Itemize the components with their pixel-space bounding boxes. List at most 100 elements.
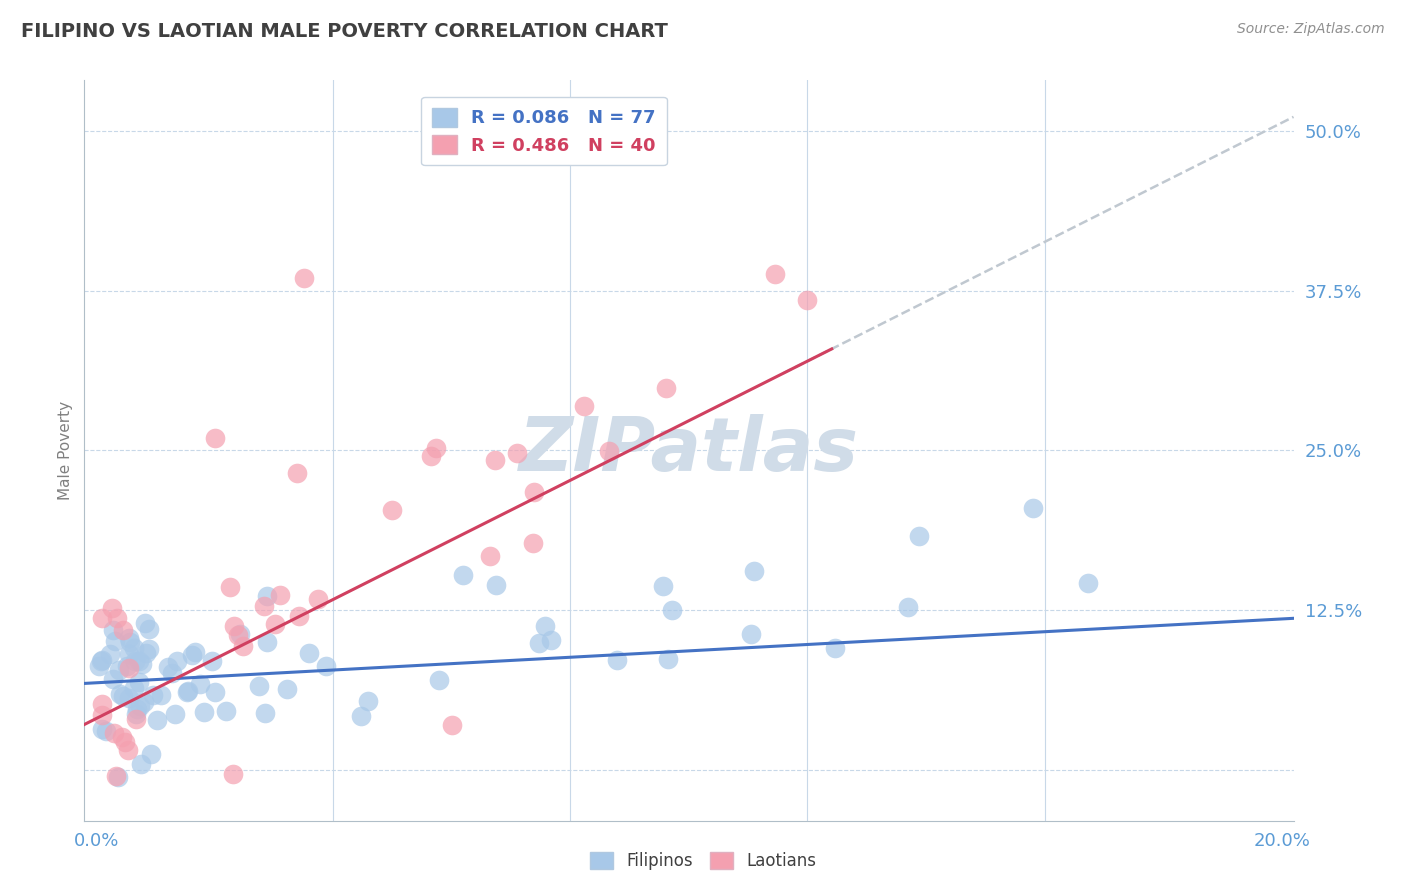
Filipinos	[534, 619, 557, 633]
Filipinos	[90, 722, 112, 736]
Filipinos	[742, 565, 765, 579]
Text: FILIPINO VS LAOTIAN MALE POVERTY CORRELATION CHART: FILIPINO VS LAOTIAN MALE POVERTY CORRELA…	[21, 22, 668, 41]
Filipinos	[657, 652, 679, 666]
Filipinos	[103, 623, 125, 637]
Filipinos	[193, 706, 215, 720]
Legend: Filipinos, Laotians: Filipinos, Laotians	[583, 845, 823, 877]
Laotians	[226, 628, 249, 642]
Filipinos	[129, 698, 152, 713]
Filipinos	[181, 648, 204, 663]
Filipinos	[90, 653, 112, 667]
Laotians	[269, 588, 291, 602]
Laotians	[285, 466, 308, 480]
Filipinos	[150, 689, 173, 703]
Laotians	[117, 743, 139, 757]
Filipinos	[176, 684, 198, 698]
Laotians	[419, 450, 441, 464]
Laotians	[224, 618, 246, 632]
Filipinos	[188, 677, 211, 691]
Laotians	[263, 616, 285, 631]
Filipinos	[824, 640, 846, 655]
Laotians	[287, 609, 309, 624]
Filipinos	[156, 660, 179, 674]
Laotians	[523, 485, 546, 500]
Filipinos	[104, 634, 127, 648]
Filipinos	[117, 648, 139, 662]
Filipinos	[247, 679, 270, 693]
Laotians	[222, 767, 245, 781]
Filipinos	[485, 578, 508, 592]
Filipinos	[98, 647, 121, 661]
Filipinos	[184, 645, 207, 659]
Laotians	[105, 769, 128, 783]
Filipinos	[101, 672, 124, 686]
Filipinos	[315, 659, 337, 673]
Filipinos	[138, 641, 160, 656]
Laotians	[91, 708, 114, 723]
Laotians	[125, 713, 148, 727]
Filipinos	[166, 655, 188, 669]
Laotians	[101, 600, 124, 615]
Laotians	[440, 718, 463, 732]
Filipinos	[897, 599, 920, 614]
Laotians	[307, 591, 329, 606]
Filipinos	[135, 646, 157, 660]
Laotians	[204, 431, 226, 445]
Filipinos	[661, 603, 683, 617]
Laotians	[112, 623, 135, 637]
Filipinos	[128, 654, 150, 668]
Filipinos	[350, 709, 373, 723]
Filipinos	[142, 688, 165, 702]
Filipinos	[298, 646, 321, 660]
Filipinos	[229, 627, 252, 641]
Laotians	[479, 549, 502, 564]
Filipinos	[120, 635, 142, 649]
Filipinos	[110, 687, 132, 701]
Filipinos	[740, 627, 762, 641]
Y-axis label: Male Poverty: Male Poverty	[58, 401, 73, 500]
Filipinos	[125, 706, 148, 721]
Filipinos	[115, 658, 138, 673]
Filipinos	[134, 615, 156, 630]
Filipinos	[176, 685, 198, 699]
Filipinos	[276, 681, 298, 696]
Filipinos	[124, 640, 146, 655]
Filipinos	[253, 706, 276, 721]
Filipinos	[128, 675, 150, 690]
Filipinos	[141, 747, 163, 762]
Filipinos	[606, 653, 628, 667]
Filipinos	[145, 713, 167, 727]
Laotians	[231, 639, 253, 653]
Laotians	[91, 697, 114, 711]
Filipinos	[204, 685, 226, 699]
Laotians	[253, 599, 276, 613]
Filipinos	[122, 681, 145, 695]
Filipinos	[127, 702, 149, 716]
Filipinos	[118, 690, 141, 705]
Laotians	[91, 611, 114, 625]
Laotians	[103, 726, 125, 740]
Filipinos	[108, 664, 131, 678]
Filipinos	[540, 633, 562, 648]
Filipinos	[427, 673, 450, 688]
Laotians	[381, 503, 404, 517]
Laotians	[506, 446, 529, 460]
Filipinos	[256, 635, 278, 649]
Laotians	[111, 730, 134, 744]
Filipinos	[256, 589, 278, 603]
Filipinos	[356, 694, 378, 708]
Filipinos	[527, 636, 550, 650]
Filipinos	[201, 654, 224, 668]
Filipinos	[90, 654, 112, 668]
Laotians	[796, 293, 818, 307]
Laotians	[118, 661, 141, 675]
Text: ZIPatlas: ZIPatlas	[519, 414, 859, 487]
Filipinos	[138, 622, 160, 636]
Filipinos	[651, 579, 673, 593]
Laotians	[105, 610, 128, 624]
Laotians	[598, 444, 620, 458]
Laotians	[219, 580, 242, 594]
Filipinos	[453, 568, 475, 582]
Filipinos	[163, 706, 186, 721]
Filipinos	[131, 657, 153, 672]
